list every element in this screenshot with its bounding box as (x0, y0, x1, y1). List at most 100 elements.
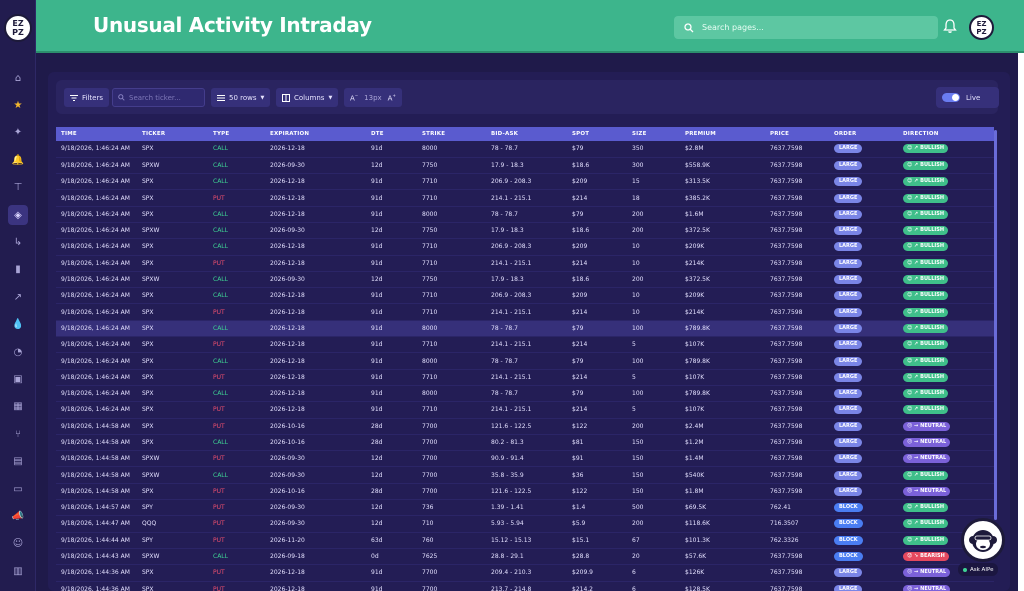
direction-label: BULLISH (920, 504, 945, 511)
columns-button[interactable]: Columns ▼ (276, 88, 339, 107)
table-row[interactable]: 9/18/2026, 1:46:24 AM SPX CALL 2026-12-18 91… (56, 385, 994, 402)
cell-type: CALL (213, 145, 228, 153)
column-header-spot[interactable]: SPOT (572, 131, 590, 137)
order-cell: LARGE (829, 369, 898, 385)
table-row[interactable]: 9/18/2026, 1:44:58 AM SPX PUT 2026-10-16 28d… (56, 483, 994, 500)
column-header-size[interactable]: SIZE (632, 131, 647, 137)
table-row[interactable]: 9/18/2026, 1:46:24 AM SPX PUT 2026-12-18 91d… (56, 337, 994, 353)
bar-chart-icon[interactable]: ▮ (15, 264, 21, 276)
cell-time: 9/18/2026, 1:46:24 AM (61, 324, 130, 332)
cell-expiration: 2026-12-18 (270, 259, 305, 267)
user-avatar[interactable]: EZ PZ (969, 15, 994, 40)
table-row[interactable]: 9/18/2026, 1:46:24 AM SPX CALL 2026-12-18 91… (56, 239, 994, 256)
page-search[interactable] (674, 16, 938, 39)
column-header-type[interactable]: TYPE (213, 131, 230, 137)
cell-price: 7637.7598 (770, 243, 803, 251)
column-header-bid-ask[interactable]: BID-ASK (491, 131, 519, 137)
table-row[interactable]: 9/18/2026, 1:44:43 AM SPXW CALL 2026-09-18 0… (56, 548, 994, 565)
table-row[interactable]: 9/18/2026, 1:46:24 AM SPX CALL 2026-12-18 91… (56, 288, 994, 304)
column-header-premium[interactable]: PREMIUM (685, 131, 716, 137)
column-header-time[interactable]: TIME (61, 131, 77, 137)
ticker-search-input[interactable] (129, 93, 199, 102)
branch-icon[interactable]: ⑂ (15, 428, 21, 440)
table-row[interactable]: 9/18/2026, 1:44:58 AM SPX CALL 2026-10-16 28… (56, 434, 994, 451)
briefcase-icon[interactable]: ▣ (13, 373, 23, 385)
cell-type: CALL (213, 357, 228, 365)
column-header-strike[interactable]: STRIKE (422, 131, 446, 137)
users-icon[interactable]: ☺ (12, 538, 24, 550)
font-increase-button[interactable]: A+ (387, 92, 396, 103)
table-row[interactable]: 9/18/2026, 1:44:58 AM SPXW PUT 2026-09-30 12… (56, 451, 994, 467)
gauge-icon[interactable]: ◔ (13, 346, 23, 358)
direction-emoji-icon: 😊 ↗ (907, 210, 919, 217)
table-row[interactable]: 9/18/2026, 1:46:24 AM SPX CALL 2026-12-18 91… (56, 320, 994, 337)
cell-price: 7637.7598 (770, 194, 803, 202)
sparkle-icon[interactable]: ✦ (13, 127, 23, 139)
cell-strike: 7750 (422, 227, 438, 235)
cell-bid-ask: 121.6 - 122.5 (491, 422, 532, 430)
ask-assistant-label[interactable]: Ask AIPe (958, 563, 999, 576)
filters-button[interactable]: Filters (64, 88, 109, 107)
table-row[interactable]: 9/18/2026, 1:46:24 AM SPX PUT 2026-12-18 91d… (56, 369, 994, 386)
table-scrollbar[interactable] (994, 130, 997, 520)
direction-cell: 😊 ↗ BULLISH (898, 500, 994, 516)
table-row[interactable]: 9/18/2026, 1:46:24 AM SPX PUT 2026-12-18 91d… (56, 255, 994, 272)
calendar-icon[interactable]: ▦ (13, 401, 23, 413)
column-header-order[interactable]: ORDER (834, 131, 857, 137)
table-row[interactable]: 9/18/2026, 1:44:36 AM SPX PUT 2026-12-18 91d… (56, 565, 994, 582)
direction-emoji-icon: 😊 ↗ (907, 227, 919, 234)
direction-cell: 😊 ↗ BULLISH (898, 174, 994, 190)
table-row[interactable]: 9/18/2026, 1:46:24 AM SPX CALL 2026-12-18 91… (56, 141, 994, 158)
direction-badge: 😊 ↗ BULLISH (903, 503, 949, 513)
bell-icon[interactable]: 🔔 (11, 154, 25, 166)
order-cell: BLOCK (829, 532, 898, 548)
column-header-ticker[interactable]: TICKER (142, 131, 166, 137)
brand-logo[interactable]: EZ PZ (4, 14, 32, 42)
megaphone-icon[interactable]: 📣 (11, 510, 25, 522)
table-row[interactable]: 9/18/2026, 1:44:47 AM QQQ PUT 2026-09-30 12d… (56, 516, 994, 533)
live-toggle-switch[interactable] (942, 93, 960, 102)
direction-badge: 😐 → NEUTRAL (903, 568, 951, 578)
document-icon[interactable]: ▤ (13, 456, 23, 468)
layers-icon[interactable]: ◈ (8, 205, 28, 225)
table-row[interactable]: 9/18/2026, 1:46:24 AM SPXW CALL 2026-09-30 1… (56, 271, 994, 288)
table-row[interactable]: 9/18/2026, 1:44:58 AM SPX PUT 2026-10-16 28d… (56, 418, 994, 435)
cell-price: 7637.7598 (770, 487, 803, 495)
arrow-turn-icon[interactable]: ↳ (13, 236, 23, 248)
home-icon[interactable]: ⌂ (14, 72, 22, 84)
ask-assistant-avatar[interactable] (961, 518, 1005, 562)
star-icon[interactable]: ★ (13, 99, 23, 111)
table-row[interactable]: 9/18/2026, 1:44:36 AM SPX PUT 2026-12-18 91d… (56, 581, 994, 591)
table-row[interactable]: 9/18/2026, 1:46:24 AM SPX PUT 2026-12-18 91d… (56, 402, 994, 419)
table-row[interactable]: 9/18/2026, 1:46:24 AM SPX CALL 2026-12-18 91… (56, 206, 994, 223)
table-row[interactable]: 9/18/2026, 1:44:58 AM SPXW CALL 2026-09-30 1… (56, 467, 994, 484)
archive-icon[interactable]: ▥ (13, 565, 23, 577)
cell-expiration: 2026-09-30 (270, 455, 305, 463)
org-chart-icon[interactable]: ⊤ (13, 182, 23, 194)
column-header-direction[interactable]: DIRECTION (903, 131, 939, 137)
cell-expiration: 2026-12-18 (270, 569, 305, 577)
order-cell: LARGE (829, 157, 898, 173)
table-row[interactable]: 9/18/2026, 1:46:24 AM SPXW CALL 2026-09-30 1… (56, 157, 994, 174)
page-search-input[interactable] (702, 23, 922, 32)
column-header-price[interactable]: PRICE (770, 131, 790, 137)
ticker-search[interactable] (112, 88, 205, 107)
drop-icon[interactable]: 💧 (11, 319, 25, 331)
table-row[interactable]: 9/18/2026, 1:46:24 AM SPXW CALL 2026-09-30 1… (56, 222, 994, 239)
column-header-expiration[interactable]: EXPIRATION (270, 131, 310, 137)
folder-icon[interactable]: ▭ (13, 483, 23, 495)
table-row[interactable]: 9/18/2026, 1:46:24 AM SPX CALL 2026-12-18 91… (56, 174, 994, 190)
live-toggle[interactable]: Live (936, 87, 999, 108)
cell-size: 150 (632, 471, 644, 479)
table-row[interactable]: 9/18/2026, 1:46:24 AM SPX CALL 2026-12-18 91… (56, 353, 994, 370)
table-row[interactable]: 9/18/2026, 1:44:44 AM SPY PUT 2026-11-20 63d… (56, 532, 994, 549)
trend-chart-icon[interactable]: ↗ (13, 291, 23, 303)
rows-per-page-select[interactable]: 50 rows ▼ (211, 88, 271, 107)
order-badge: LARGE (834, 437, 863, 447)
column-header-dte[interactable]: DTE (371, 131, 384, 137)
table-row[interactable]: 9/18/2026, 1:46:24 AM SPX PUT 2026-12-18 91d… (56, 304, 994, 321)
font-decrease-button[interactable]: A− (350, 92, 359, 103)
table-row[interactable]: 9/18/2026, 1:46:24 AM SPX PUT 2026-12-18 91d… (56, 190, 994, 207)
table-row[interactable]: 9/18/2026, 1:44:57 AM SPY PUT 2026-09-30 12d… (56, 500, 994, 516)
notifications-bell-icon[interactable] (942, 18, 958, 34)
